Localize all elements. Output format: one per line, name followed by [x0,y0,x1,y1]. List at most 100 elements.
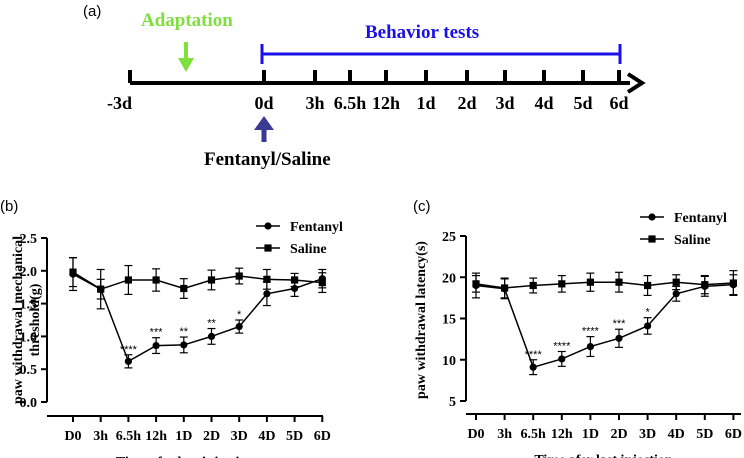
x-tick-label: 3D [231,429,248,444]
y-axis-label: paw withdrawal latency(s) [414,241,429,399]
x-tick-label: 6D [725,427,742,442]
data-point [672,290,680,298]
x-tick-label: D0 [467,427,484,442]
data-point [615,278,623,286]
timeline-tick-label: 2d [457,93,476,113]
y-tick-label: 1.5 [20,298,38,313]
y-tick-label: 5 [449,395,456,410]
data-point [529,363,537,371]
significance-label: **** [553,341,571,353]
data-point [291,276,299,284]
behavior-tests-label: Behavior tests [365,22,479,43]
y-tick-label: 0.0 [20,396,38,411]
data-point [69,268,77,276]
legend-label: Saline [674,233,711,248]
x-tick-label: 1D [582,427,599,442]
panel-label-a: (a) [83,3,101,20]
injection-label: Fentanyl/Saline [204,149,331,170]
chart-panel-c: (c) 5 10 15 20 25 D0 3h 6.5h 12h 1D 2D 3D 4D 5D 6D Time … [413,198,742,458]
y-tick-label: 0.5 [20,363,38,378]
data-point [586,342,595,351]
x-axis-label: Time afer last injection [534,453,673,458]
chart-panel-b: (b) 0.0 0.5 1.0 1.5 2.0 2.5 D0 3h 6.5h 12h 1D 2D 3D 4D… [0,198,343,458]
x-tick-label: 12h [145,429,167,444]
x-tick-label: 5D [696,427,713,442]
x-tick-label: 3h [497,427,512,442]
data-point [615,334,623,342]
x-tick-label: 3D [639,427,656,442]
timeline-ticks: 0d 3h 6.5h 12h 1d 2d 3d 4d 5d 6d [254,70,629,113]
timeline-tick-label: 1d [416,93,435,113]
x-tick-label: D0 [64,429,81,444]
data-point [263,290,271,298]
y-axis-label: threshold(g) [28,283,43,356]
y-tick-label: 25 [442,230,456,245]
x-tick-label: 5D [286,429,303,444]
x-tick-label: 4D [258,429,275,444]
data-point [558,355,566,363]
data-point [672,278,680,286]
legend-marker [648,213,656,221]
legend-marker [264,222,272,230]
series-line [72,273,323,363]
timeline-tick-label: 3h [305,93,324,113]
legend-marker [264,244,272,252]
timeline-tick-label: 0d [254,93,273,113]
data-point [235,272,243,280]
x-tick-label: 6D [314,429,331,444]
data-point [97,285,105,293]
series-line [475,283,734,369]
series-saline [472,270,738,299]
data-point [318,279,326,287]
significance-label: **** [525,349,543,361]
legend-label: Fentanyl [674,211,727,226]
timeline-start-label: -3d [107,93,132,113]
series-line [475,281,734,289]
data-point [207,332,216,340]
x-tick-label: 6.5h [116,429,142,444]
significance-label: *** [613,318,627,330]
significance-label: * [237,309,242,321]
significance-label: ** [180,326,189,338]
series-fentanyl [472,272,738,376]
data-point [472,280,480,288]
significance-label: *** [150,327,164,339]
x-tick-label: 6.5h [521,427,547,442]
series-line [72,271,323,290]
significance-label: * [645,307,650,319]
panel-label: (b) [0,198,18,215]
significance-label: **** [582,326,600,338]
timeline-tick-label: 12h [372,93,400,113]
y-tick-label: 2.0 [20,265,38,280]
panel-label: (c) [413,198,431,215]
data-point [180,284,188,293]
series-fentanyl [69,257,327,369]
timeline-tick-label: 6d [609,93,628,113]
timeline-tick-label: 6.5h [334,93,367,113]
y-tick-label: 10 [442,354,456,369]
x-tick-label: 3h [93,429,108,444]
x-tick-label: 2D [610,427,627,442]
legend-label: Saline [290,242,327,257]
injection-arrow [254,116,274,142]
timeline-tick-label: 3d [495,93,514,113]
data-point [152,341,160,350]
timeline-tick-label: 5d [573,93,592,113]
x-tick-label: 1D [175,429,192,444]
x-tick-label: 4D [668,427,685,442]
timeline-tick-label: 4d [534,93,553,113]
data-point [586,278,594,286]
data-point [644,281,652,290]
data-point [124,276,132,284]
y-tick-label: 20 [442,271,456,286]
data-point [529,281,537,290]
y-axis-label: paw withdrawal mechanical [11,236,26,404]
series-saline [69,257,327,310]
significance-label: ** [207,318,216,330]
legend-label: Fentanyl [290,220,343,235]
data-point [644,322,652,330]
behavior-tests-bracket [260,44,622,64]
x-axis-label: Time afer last injection [116,455,255,458]
legend-marker [648,235,656,243]
